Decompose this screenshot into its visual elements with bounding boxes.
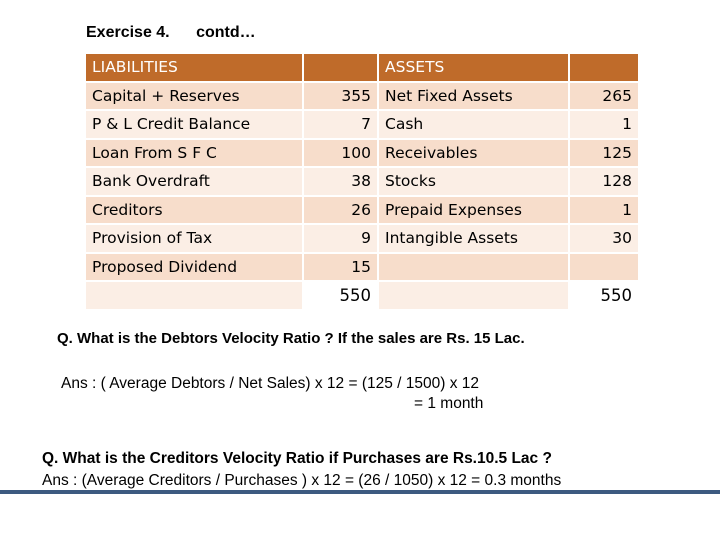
table-row: Bank Overdraft 38 Stocks 128: [86, 168, 638, 195]
asset-name: [379, 253, 568, 280]
debtors-velocity-question: Q. What is the Debtors Velocity Ratio ? …: [57, 330, 525, 347]
debtors-answer-line1: Ans : ( Average Debtors / Net Sales) x 1…: [61, 375, 480, 392]
asset-value: 128: [570, 168, 638, 195]
asset-value: 125: [570, 139, 638, 166]
totals-label-cell: [86, 282, 302, 309]
liability-value: 15: [304, 253, 377, 280]
balance-sheet-table: LIABILITIES ASSETS Capital + Reserves 35…: [84, 52, 640, 311]
assets-total: 550: [570, 282, 638, 309]
liability-name: Bank Overdraft: [86, 168, 302, 195]
bottom-divider: [0, 490, 720, 494]
asset-value: 265: [570, 82, 638, 109]
table-row: Proposed Dividend 15: [86, 253, 638, 280]
liability-name: Creditors: [86, 196, 302, 223]
exercise-contd: contd…: [196, 24, 256, 41]
liability-name: Provision of Tax: [86, 225, 302, 252]
asset-name: Cash: [379, 111, 568, 138]
asset-name: Prepaid Expenses: [379, 196, 568, 223]
liability-name: Proposed Dividend: [86, 253, 302, 280]
creditors-velocity-question: Q. What is the Creditors Velocity Ratio …: [42, 450, 552, 467]
asset-value: 30: [570, 225, 638, 252]
liability-name: Capital + Reserves: [86, 82, 302, 109]
table-row: Provision of Tax 9 Intangible Assets 30: [86, 225, 638, 252]
exercise-heading: Exercise 4. contd…: [86, 24, 256, 42]
asset-name: Intangible Assets: [379, 225, 568, 252]
asset-value: 1: [570, 111, 638, 138]
liability-value: 9: [304, 225, 377, 252]
asset-name: Receivables: [379, 139, 568, 166]
debtors-velocity-answer: Ans : ( Average Debtors / Net Sales) x 1…: [61, 374, 483, 414]
liabilities-total: 550: [304, 282, 377, 309]
asset-value: [570, 253, 638, 280]
table-row: Loan From S F C 100 Receivables 125: [86, 139, 638, 166]
debtors-answer-line2: = 1 month: [414, 395, 484, 412]
assets-value-header: [570, 54, 638, 81]
asset-value: 1: [570, 196, 638, 223]
liability-value: 7: [304, 111, 377, 138]
asset-name: Net Fixed Assets: [379, 82, 568, 109]
table-header-row: LIABILITIES ASSETS: [86, 54, 638, 81]
table-row: Capital + Reserves 355 Net Fixed Assets …: [86, 82, 638, 109]
liability-name: P & L Credit Balance: [86, 111, 302, 138]
exercise-title: Exercise 4.: [86, 24, 170, 41]
table-row: P & L Credit Balance 7 Cash 1: [86, 111, 638, 138]
liability-value: 26: [304, 196, 377, 223]
liability-name: Loan From S F C: [86, 139, 302, 166]
liabilities-header: LIABILITIES: [86, 54, 302, 81]
creditors-velocity-answer: Ans : (Average Creditors / Purchases ) x…: [42, 472, 562, 489]
liabilities-value-header: [304, 54, 377, 81]
liability-value: 100: [304, 139, 377, 166]
asset-name: Stocks: [379, 168, 568, 195]
liability-value: 355: [304, 82, 377, 109]
liability-value: 38: [304, 168, 377, 195]
assets-header: ASSETS: [379, 54, 568, 81]
totals-asset-label-cell: [379, 282, 568, 309]
table-row: Creditors 26 Prepaid Expenses 1: [86, 196, 638, 223]
totals-row: 550 550: [86, 282, 638, 309]
